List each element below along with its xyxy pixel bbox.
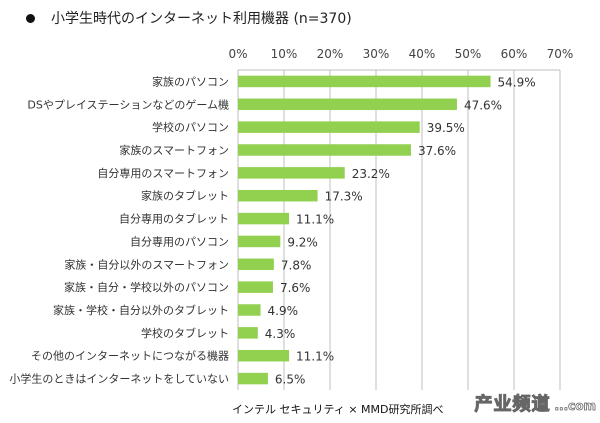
category-label: 学校のタブレット xyxy=(141,326,229,340)
value-label: 4.3% xyxy=(265,327,296,341)
value-label: 7.8% xyxy=(281,258,312,272)
grid-lines xyxy=(237,69,561,390)
x-tick-label: 30% xyxy=(363,47,390,61)
x-tick-label: 40% xyxy=(409,47,436,61)
value-label: 23.2% xyxy=(352,167,390,181)
value-label: 37.6% xyxy=(418,144,456,158)
x-tick-label: 70% xyxy=(547,47,574,61)
watermark-sub: ...com xyxy=(554,399,596,414)
x-tick-labels: 0% 10% 20% 30% 40% 50% 60% 70% xyxy=(228,47,573,61)
bar xyxy=(238,349,290,362)
bullet-icon xyxy=(26,13,35,23)
bar xyxy=(238,281,273,293)
category-label: 家族のタブレット xyxy=(141,189,229,203)
value-label: 7.6% xyxy=(280,281,311,295)
value-label: 4.9% xyxy=(268,304,299,318)
bar xyxy=(238,121,420,133)
bar xyxy=(238,75,491,88)
x-tick-label: 0% xyxy=(228,47,247,61)
value-label: 47.6% xyxy=(464,98,502,112)
category-label: 自分専用のタブレット xyxy=(119,212,229,226)
value-label: 11.1% xyxy=(296,213,334,227)
category-labels: 家族のパソコン DSやプレイステーションなどのゲーム機学校のパソコン家族のスマート… xyxy=(9,74,229,385)
category-label: 小学生のときはインターネットをしていない xyxy=(9,372,229,386)
category-label: 家族のパソコン xyxy=(152,74,229,88)
bar xyxy=(238,144,411,156)
category-label: 家族・学校・自分以外のタブレット xyxy=(53,303,229,317)
value-label: 11.1% xyxy=(296,350,334,364)
bar xyxy=(238,327,258,339)
bar xyxy=(238,189,318,202)
category-label: 家族のスマートフォン xyxy=(119,143,229,157)
bar xyxy=(238,212,290,225)
watermark: 产业频道 xyxy=(474,394,551,416)
bar xyxy=(238,235,281,248)
category-label: 自分専用のスマートフォン xyxy=(97,167,229,180)
bar xyxy=(238,167,345,179)
category-label: 自分専用のパソコン xyxy=(130,235,229,248)
bars xyxy=(238,75,491,385)
value-label: 39.5% xyxy=(427,121,465,135)
bar xyxy=(238,372,268,385)
value-label: 17.3% xyxy=(325,190,363,204)
bar xyxy=(238,98,457,111)
category-label: 学校のパソコン xyxy=(152,120,229,134)
category-label: DSやプレイステーションなどのゲーム機 xyxy=(27,97,229,111)
category-label: 家族・自分以外のスマートフォン xyxy=(64,257,229,271)
chart-title: 小学生時代のインターネット利用機器 (n=370) xyxy=(51,11,352,27)
value-label: 54.9% xyxy=(498,75,536,89)
x-tick-label: 50% xyxy=(455,47,482,61)
chart-title-row: 小学生時代のインターネット利用機器 (n=370) xyxy=(26,8,352,28)
x-tick-label: 60% xyxy=(501,47,528,61)
bar xyxy=(238,304,261,316)
category-label: その他のインターネットにつながる機器 xyxy=(31,349,229,363)
bar xyxy=(238,258,274,271)
value-label: 9.2% xyxy=(287,235,318,249)
x-tick-label: 10% xyxy=(271,47,298,61)
x-tick-label: 20% xyxy=(317,47,344,61)
category-label: 家族・自分・学校以外のパソコン xyxy=(64,280,229,294)
watermark-box: 产业频道 ...com xyxy=(474,394,596,416)
source-note: インテル セキュリティ × MMD研究所調べ xyxy=(232,403,444,416)
value-labels: 54.9% 47.6% 39.5% 37.6% 23.2% 17.3% 11.1% 9.2% 7… xyxy=(265,75,536,386)
value-label: 6.5% xyxy=(275,373,306,387)
